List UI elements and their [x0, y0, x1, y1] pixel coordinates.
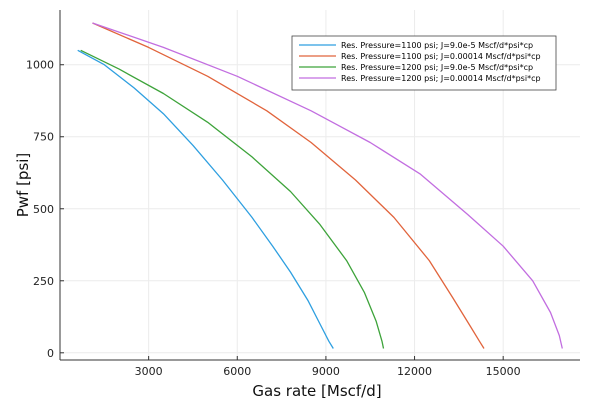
y-ticks: 0 250 500 750 1000 [26, 59, 64, 360]
x-tick-label: 15000 [486, 365, 521, 378]
x-tick-label: 12000 [397, 365, 432, 378]
legend-label-4: Res. Pressure=1200 psi; J=0.00014 Mscf/d… [341, 74, 541, 83]
y-tick-label: 500 [33, 203, 54, 216]
series-lines [77, 22, 563, 349]
x-ticks: 3000 6000 9000 12000 15000 [135, 356, 521, 378]
y-tick-label: 750 [33, 131, 54, 144]
x-tick-label: 6000 [223, 365, 251, 378]
legend-label-2: Res. Pressure=1100 psi; J=0.00014 Mscf/d… [341, 52, 541, 61]
legend-label-1: Res. Pressure=1100 psi; J=9.0e-5 Mscf/d*… [341, 41, 533, 50]
series-line-4 [92, 22, 563, 349]
y-tick-label: 0 [47, 347, 54, 360]
legend-label-3: Res. Pressure=1200 psi; J=9.0e-5 Mscf/d*… [341, 63, 533, 72]
x-tick-label: 3000 [135, 365, 163, 378]
series-line-2 [92, 22, 485, 349]
y-axis-title: Pwf [psi] [14, 153, 32, 218]
x-axis-title: Gas rate [Mscf/d] [252, 382, 381, 400]
y-tick-label: 250 [33, 275, 54, 288]
legend: Res. Pressure=1100 psi; J=9.0e-5 Mscf/d*… [291, 35, 557, 91]
y-tick-label: 1000 [26, 59, 54, 72]
x-tick-label: 9000 [312, 365, 340, 378]
series-line-3 [80, 49, 385, 349]
axes [59, 10, 580, 361]
series-line-1 [77, 49, 334, 349]
